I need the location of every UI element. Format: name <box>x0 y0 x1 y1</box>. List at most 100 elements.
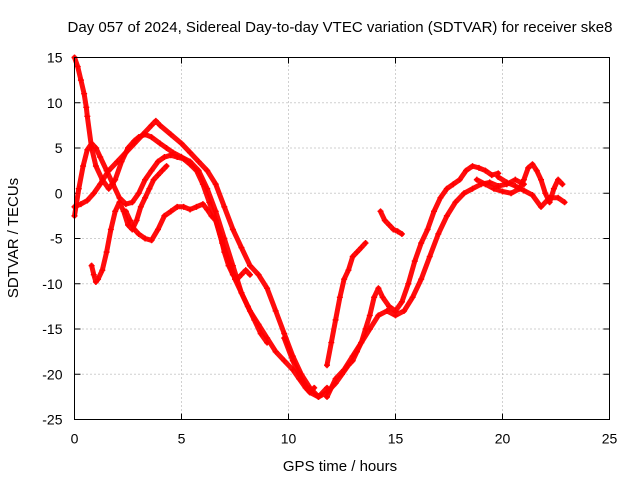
data-point <box>264 339 271 346</box>
data-point <box>150 176 157 183</box>
y-tick-label: 5 <box>55 140 63 156</box>
data-point <box>131 226 138 233</box>
data-point <box>193 203 200 210</box>
data-point <box>349 353 356 360</box>
data-point <box>88 262 95 269</box>
data-point <box>167 208 174 215</box>
data-point <box>129 199 136 206</box>
data-point <box>90 271 97 278</box>
data-point <box>341 276 348 283</box>
data-point <box>84 113 91 120</box>
data-point <box>555 176 562 183</box>
series-sat-a <box>71 54 318 396</box>
x-tick-label: 15 <box>388 431 404 447</box>
data-point <box>122 208 129 215</box>
data-point <box>84 197 91 204</box>
data-point <box>97 181 104 188</box>
data-point <box>381 217 388 224</box>
y-tick-label: -25 <box>42 412 62 428</box>
data-point <box>225 262 232 269</box>
data-point <box>92 163 99 170</box>
data-point <box>146 185 153 192</box>
data-point <box>473 176 480 183</box>
data-point <box>394 228 401 235</box>
data-point <box>375 285 382 292</box>
data-point <box>264 285 271 292</box>
data-point <box>139 131 146 138</box>
data-point <box>371 294 378 301</box>
data-point <box>495 173 502 180</box>
data-point <box>475 164 482 171</box>
data-point <box>533 167 540 174</box>
data-point <box>114 158 121 165</box>
data-point <box>561 199 568 206</box>
data-point <box>529 192 536 199</box>
data-point <box>409 294 416 301</box>
data-point <box>195 158 202 165</box>
data-point <box>110 181 117 188</box>
data-point <box>272 307 279 314</box>
data-point <box>204 167 211 174</box>
series-sat-k <box>495 173 568 210</box>
data-point <box>135 190 142 197</box>
data-point <box>341 366 348 373</box>
data-point <box>204 206 211 213</box>
data-point <box>358 244 365 251</box>
data-point <box>77 201 84 208</box>
x-tick-label: 25 <box>602 431 618 447</box>
data-point <box>482 181 489 188</box>
data-point <box>298 375 305 382</box>
data-point <box>508 190 515 197</box>
data-point <box>246 271 253 278</box>
data-point <box>358 339 365 346</box>
data-point <box>398 298 405 305</box>
data-point <box>154 226 161 233</box>
x-tick-label: 10 <box>281 431 297 447</box>
data-point <box>315 393 322 400</box>
data-point <box>401 307 408 314</box>
y-axis-label: SDTVAR / TECUs <box>5 178 22 298</box>
data-point <box>154 172 161 179</box>
data-point <box>488 172 495 179</box>
x-tick-labels: 0 5 10 15 20 25 <box>71 431 618 447</box>
data-point <box>411 258 418 265</box>
data-point <box>443 185 450 192</box>
data-point <box>538 176 545 183</box>
data-point <box>383 307 390 314</box>
data-point <box>366 326 373 332</box>
data-point <box>157 122 164 129</box>
data-point <box>161 212 168 219</box>
data-point <box>217 230 224 237</box>
data-point <box>418 240 425 247</box>
data-point <box>251 316 258 323</box>
data-point <box>546 194 553 201</box>
data-point <box>199 201 206 208</box>
y-tick-label: 15 <box>47 50 63 66</box>
data-point <box>520 176 527 183</box>
data-point <box>431 208 438 215</box>
data-point <box>460 190 467 197</box>
data-point <box>499 188 506 195</box>
y-tick-label: -5 <box>50 231 63 247</box>
series-sat-g <box>324 240 369 369</box>
data-point <box>75 185 82 192</box>
data-point <box>107 226 114 233</box>
data-point <box>529 161 536 168</box>
data-point <box>306 389 313 396</box>
chart-title: Day 057 of 2024, Sidereal Day-to-day VTE… <box>68 19 613 36</box>
data-point <box>178 140 185 147</box>
data-point <box>90 190 97 197</box>
grid <box>74 57 610 420</box>
series-sat-e <box>122 201 253 283</box>
data-point <box>148 237 155 244</box>
data-point <box>452 199 459 206</box>
data-point <box>137 203 144 210</box>
data-point <box>456 176 463 183</box>
data-point <box>187 161 194 168</box>
data-point <box>208 212 215 219</box>
data-point <box>490 185 497 192</box>
data-point <box>463 167 470 174</box>
data-point <box>512 176 519 183</box>
data-point <box>180 203 187 210</box>
